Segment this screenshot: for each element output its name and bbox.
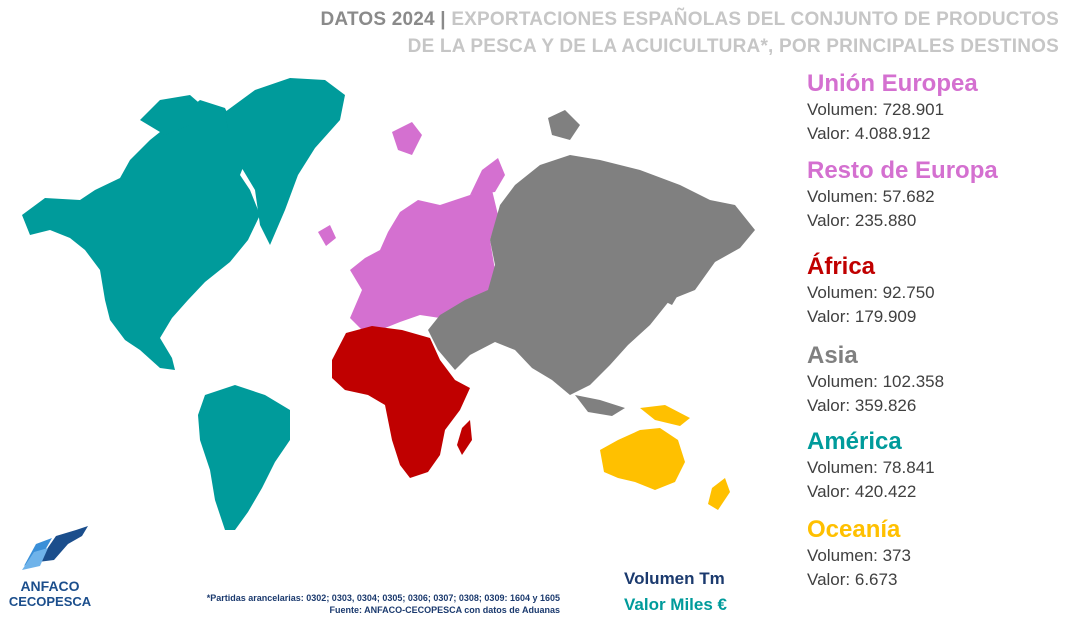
region-valor: Valor: 4.088.912 [807,124,931,143]
logo-line-2: CECOPESCA [8,594,92,609]
title-line-1: EXPORTACIONES ESPAÑOLAS DEL CONJUNTO DE … [451,9,1059,30]
region-valor: Valor: 420.422 [807,482,917,501]
region-volumen: Volumen: 728.901 [807,100,945,119]
madagascar-shape [457,420,472,455]
title-line-2: DE LA PESCA Y DE LA ACUICULTURA*, POR PR… [407,36,1059,57]
region-valor: Valor: 179.909 [807,307,917,326]
scandinavia-shape [470,158,505,195]
region-volumen: Volumen: 78.841 [807,458,935,477]
north-america-shape [22,100,260,370]
logo-fish-icon [22,526,88,570]
region-valor: Valor: 359.826 [807,396,917,415]
australia-shape [600,428,685,490]
asia-region [428,110,755,416]
legend-america: América Volumen: 78.841 Valor: 420.422 [807,428,935,504]
oceania-region [600,405,730,510]
southeast-asia-islands-shape [575,395,625,416]
region-name: Oceanía [807,516,901,543]
region-valor: Valor: 235.880 [807,211,917,230]
uk-ireland-shape [318,225,336,246]
south-america-shape [198,385,290,530]
new-zealand-shape [708,478,730,510]
europe-region [318,122,505,330]
title-lead: DATOS 2024 [320,9,435,30]
world-map [22,78,755,530]
chart-title: DATOS 2024 | EXPORTACIONES ESPAÑOLAS DEL… [299,6,1059,60]
region-name: América [807,428,902,455]
asia-arctic-islands-shape [548,110,580,140]
legend-resto-europa: Resto de Europa Volumen: 57.682 Valor: 2… [807,157,998,233]
units-key: Volumen Tm Valor Miles € [624,566,727,618]
region-name: Resto de Europa [807,157,998,184]
region-volumen: Volumen: 92.750 [807,283,935,302]
africa-shape [332,326,470,478]
region-volumen: Volumen: 373 [807,546,911,565]
region-name: África [807,253,876,280]
units-volumen: Volumen Tm [624,569,725,588]
america-region [22,78,345,530]
region-volumen: Volumen: 57.682 [807,187,935,206]
footnote: *Partidas arancelarias: 0302; 0303, 0304… [158,592,560,616]
legend-union-europea: Unión Europea Volumen: 728.901 Valor: 4.… [807,70,978,146]
new-guinea-shape [640,405,690,426]
greenland-shape [225,78,345,245]
logo-line-1: ANFACO [20,578,80,594]
region-volumen: Volumen: 102.358 [807,372,945,391]
region-name: Asia [807,342,858,369]
svalbard-shape [392,122,422,155]
arctic-islands-shape [140,95,205,135]
units-valor: Valor Miles € [624,595,727,614]
legend-asia: Asia Volumen: 102.358 Valor: 359.826 [807,342,944,418]
japan-shape [662,268,684,305]
region-name: Unión Europea [807,70,978,97]
anfaco-cecopesca-logo: ANFACO CECOPESCA [4,522,96,612]
footnote-partidas: *Partidas arancelarias: 0302; 0303, 0304… [206,593,560,603]
legend-africa: África Volumen: 92.750 Valor: 179.909 [807,253,935,329]
region-valor: Valor: 6.673 [807,570,898,589]
legend-oceania: Oceanía Volumen: 373 Valor: 6.673 [807,516,911,592]
title-separator: | [440,9,446,30]
footnote-fuente: Fuente: ANFACO-CECOPESCA con datos de Ad… [329,605,560,615]
asia-shape [428,155,755,395]
africa-region [332,326,472,478]
europe-shape [350,190,498,330]
